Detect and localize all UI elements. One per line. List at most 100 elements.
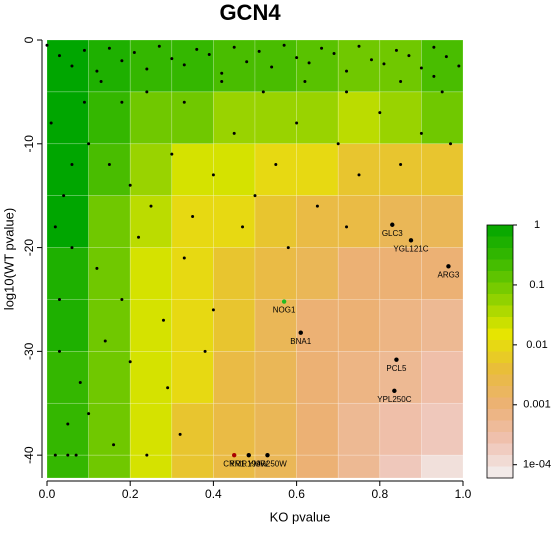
colorbar-segment — [487, 340, 513, 352]
heatmap-cell — [254, 143, 297, 196]
heatmap-cell — [296, 351, 339, 404]
point — [57, 349, 61, 353]
point — [128, 360, 132, 364]
heatmap-cell — [88, 195, 131, 248]
heatmap-cell — [213, 402, 256, 456]
point — [49, 121, 53, 125]
heatmap-cell — [129, 143, 173, 196]
colorbar-segment — [487, 225, 513, 237]
point — [444, 55, 448, 59]
point — [178, 432, 182, 436]
x-tick-label: 0.2 — [122, 487, 139, 501]
point — [220, 80, 224, 84]
point — [261, 90, 265, 94]
point — [320, 46, 324, 50]
point — [82, 100, 86, 104]
point — [112, 443, 116, 447]
point — [87, 412, 91, 416]
point — [191, 214, 195, 218]
point — [145, 90, 149, 94]
point — [378, 111, 382, 115]
heatmap-cell — [296, 91, 339, 145]
point — [295, 56, 299, 60]
point-label: CRR1 — [223, 459, 245, 468]
point — [45, 43, 49, 47]
point-label: YPL250C — [377, 395, 411, 404]
x-tick-label: 0.4 — [205, 487, 222, 501]
point — [107, 163, 111, 167]
heatmap-cell — [88, 299, 131, 352]
heatmap-cell — [129, 91, 173, 145]
heatmap-cell — [171, 247, 214, 300]
point-label: YGL121C — [393, 244, 428, 253]
heatmap-cell — [296, 39, 339, 93]
y-tick-label: -10 — [22, 135, 36, 153]
heatmap-cell — [129, 454, 173, 479]
heatmap-cell — [88, 351, 131, 404]
point — [70, 246, 74, 250]
point — [53, 225, 57, 229]
heatmap-cell — [337, 247, 381, 300]
point-label: ARG3 — [438, 270, 460, 279]
heatmap-cell — [296, 195, 339, 248]
colorbar-tick-label: 0.001 — [523, 399, 551, 411]
heatmap-cell — [88, 247, 131, 300]
heatmap-cell — [171, 143, 214, 196]
point — [345, 69, 349, 73]
heatmap-cell — [46, 454, 89, 479]
heatmap-cell — [421, 247, 464, 300]
labeled-point — [394, 357, 399, 362]
point — [99, 80, 103, 84]
colorbar-segment — [487, 432, 513, 444]
labeled-point — [390, 222, 395, 227]
heatmap-cell — [171, 351, 214, 404]
point — [315, 204, 319, 208]
heatmap-cell — [337, 454, 381, 479]
heatmap-cell — [379, 247, 422, 300]
colorbar-segment — [487, 282, 513, 295]
point — [332, 51, 336, 55]
point — [78, 381, 82, 385]
heatmap-cell — [254, 39, 297, 93]
heatmap-cell — [379, 195, 422, 248]
heatmap-cell — [337, 91, 381, 145]
heatmap-cell — [213, 299, 256, 352]
labeled-point — [232, 452, 237, 458]
chart-title: GCN4 — [219, 0, 281, 25]
heatmap-cell — [46, 143, 89, 196]
heatmap-cell — [296, 454, 339, 479]
labeled-point — [408, 238, 414, 243]
heatmap-cell — [421, 299, 464, 352]
point — [382, 62, 386, 66]
heatmap-cell — [171, 39, 214, 93]
colorbar-segment — [487, 305, 513, 318]
point — [62, 194, 66, 198]
point — [394, 48, 398, 52]
point — [82, 48, 86, 52]
point — [157, 44, 161, 48]
colorbar-segment — [487, 420, 513, 433]
x-tick-label: 0.0 — [39, 487, 56, 501]
point — [241, 225, 245, 229]
point — [95, 266, 99, 270]
point — [211, 173, 215, 177]
point-label: BNA1 — [290, 337, 311, 346]
heatmap-cell — [379, 143, 422, 196]
heatmap-cell — [379, 39, 422, 93]
point — [66, 453, 70, 457]
heatmap-cell — [129, 195, 173, 248]
heatmap-cell — [421, 402, 464, 456]
heatmap-cell — [129, 351, 173, 404]
heatmap-cell — [129, 299, 173, 352]
x-tick-label: 0.8 — [371, 487, 388, 501]
heatmap-cell — [213, 91, 256, 145]
heatmap-cell — [379, 402, 422, 456]
point — [182, 100, 186, 104]
heatmap-cell — [213, 247, 256, 300]
point-label: GLC3 — [382, 229, 403, 238]
point — [66, 422, 70, 426]
heatmap-cell — [337, 195, 381, 248]
point — [70, 64, 74, 68]
colorbar-segment — [487, 351, 513, 364]
